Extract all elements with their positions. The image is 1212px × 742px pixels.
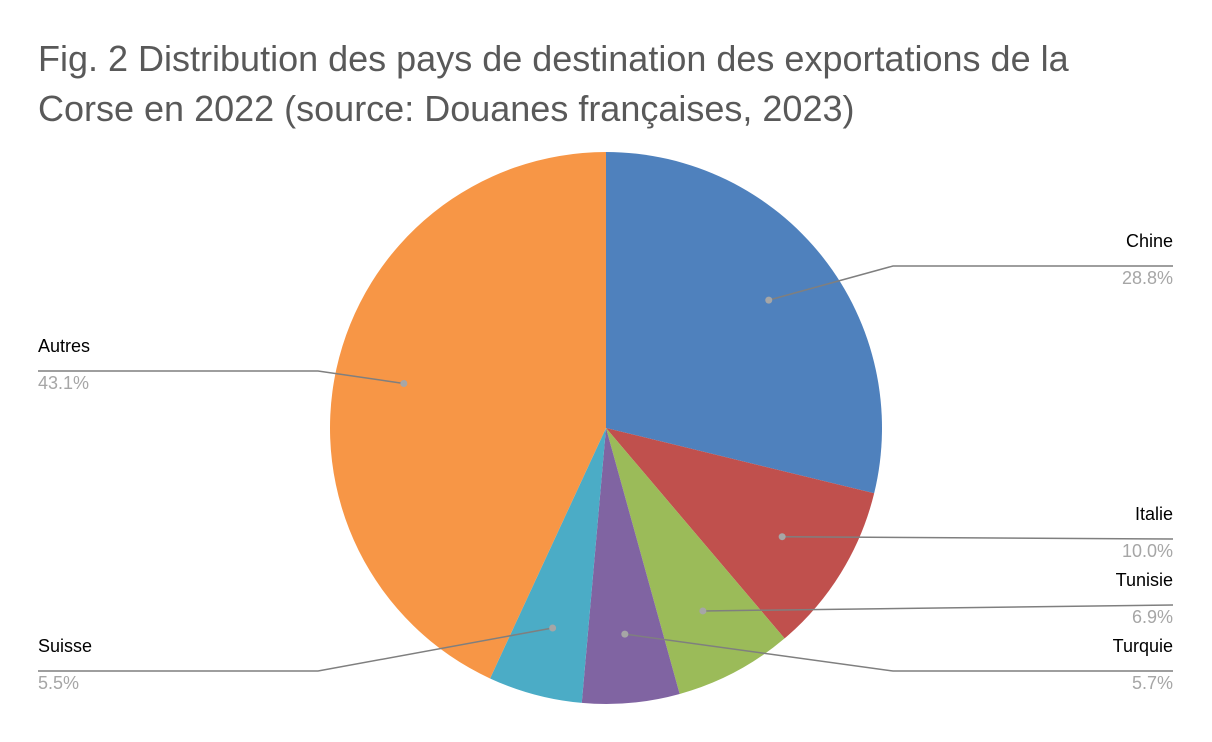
leader-line [38, 627, 553, 672]
value-label: 43.1% [38, 373, 89, 393]
value-label: 6.9% [1132, 607, 1173, 627]
pie-slice [329, 152, 606, 679]
category-label: Italie [1135, 504, 1173, 524]
leader-dot [765, 296, 773, 304]
leader-dot [621, 630, 629, 638]
category-label: Suisse [38, 636, 92, 656]
pie-slice [606, 152, 882, 494]
chart-title: Fig. 2 Distribution des pays de destinat… [38, 38, 1069, 129]
leader-dot [778, 533, 786, 541]
value-label: 28.8% [1122, 268, 1173, 288]
value-label: 5.5% [38, 673, 79, 693]
leader-line [782, 535, 1174, 540]
category-label: Tunisie [1116, 570, 1173, 590]
leader-line [624, 633, 1173, 672]
category-label: Turquie [1113, 636, 1173, 656]
value-label: 5.7% [1132, 673, 1173, 693]
category-label: Autres [38, 336, 90, 356]
leader-line [38, 370, 404, 385]
leader-dot [699, 607, 707, 615]
category-label: Chine [1126, 231, 1173, 251]
leader-line [768, 265, 1173, 301]
value-label: 10.0% [1122, 541, 1173, 561]
leader-dot [549, 624, 557, 632]
pie-slice [581, 428, 680, 704]
leader-dot [400, 379, 408, 387]
pie-slice [606, 428, 785, 694]
pie-slice [606, 428, 875, 639]
leader-line [702, 604, 1174, 612]
